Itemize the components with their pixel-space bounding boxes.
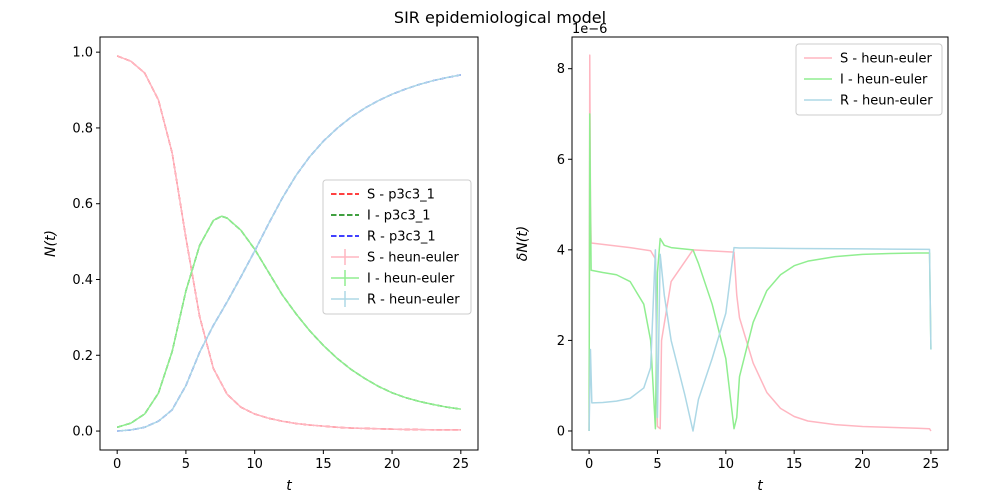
axes-frame bbox=[571, 36, 949, 451]
y-tick-label: 0.8 bbox=[72, 121, 93, 136]
legend-label-2: R - heun-euler bbox=[840, 94, 933, 109]
right-chart: 0 5 10 15 20 25 0 2 4 6 8 t δN(t) 1e−6 S - heun-euler I… bbox=[515, 22, 949, 494]
legend-label-0: S - p3c3_1 bbox=[367, 188, 435, 203]
series-line-3 bbox=[116, 55, 461, 431]
x-tick-label: 0 bbox=[585, 457, 593, 472]
x-tick-label: 0 bbox=[113, 457, 121, 472]
x-axis-label: t bbox=[286, 478, 292, 494]
legend-label-1: I - p3c3_1 bbox=[367, 209, 431, 224]
series-line-2 bbox=[588, 246, 932, 432]
plot-area bbox=[116, 55, 461, 432]
x-tick-label: 25 bbox=[453, 457, 470, 472]
y-tick-label: 8 bbox=[557, 62, 565, 77]
figure-title: SIR epidemiological model bbox=[394, 8, 606, 27]
x-tick-label: 20 bbox=[384, 457, 401, 472]
y-offset-text: 1e−6 bbox=[572, 22, 607, 37]
x-tick-label: 15 bbox=[315, 457, 332, 472]
legend-label-4: I - heun-euler bbox=[367, 272, 455, 287]
series-line-4 bbox=[116, 215, 461, 428]
y-tick-label: 0 bbox=[557, 424, 565, 439]
x-tick-label: 15 bbox=[786, 457, 803, 472]
legend-label-1: I - heun-euler bbox=[840, 73, 928, 88]
plot-area bbox=[588, 54, 932, 432]
x-tick-label: 10 bbox=[718, 457, 735, 472]
legend-label-2: R - p3c3_1 bbox=[367, 230, 436, 245]
axes-frame bbox=[99, 36, 479, 451]
legend-label-5: R - heun-euler bbox=[367, 293, 460, 308]
legend: S - p3c3_1 I - p3c3_1 R - p3c3_1 S - heun-e… bbox=[322, 179, 472, 315]
left-chart: 0 5 10 15 20 25 0.0 0.2 0.4 0.6 0.8 1.0 t N(t) S - p3c… bbox=[43, 36, 479, 494]
x-tick-label: 20 bbox=[854, 457, 871, 472]
y-tick-label: 0.2 bbox=[72, 349, 93, 364]
y-tick-label: 6 bbox=[557, 153, 565, 168]
series-line-5 bbox=[117, 74, 461, 432]
x-tick-label: 10 bbox=[246, 457, 263, 472]
legend-frame bbox=[795, 43, 943, 116]
legend-frame bbox=[322, 179, 472, 315]
y-tick-label: 2 bbox=[557, 334, 565, 349]
y-axis-label: δN(t) bbox=[515, 226, 531, 261]
y-tick-label: 0.4 bbox=[72, 273, 93, 288]
y-tick-label: 0.6 bbox=[72, 197, 93, 212]
series-line-1 bbox=[588, 113, 932, 431]
x-tick-label: 25 bbox=[923, 457, 940, 472]
y-tick-label: 4 bbox=[557, 243, 565, 258]
x-tick-label: 5 bbox=[653, 457, 661, 472]
x-tick-label: 5 bbox=[182, 457, 190, 472]
y-tick-label: 0.0 bbox=[72, 425, 93, 440]
legend-label-0: S - heun-euler bbox=[840, 52, 932, 67]
y-axis-label: N(t) bbox=[43, 230, 59, 257]
legend: S - heun-euler I - heun-euler R - heun-eul… bbox=[795, 43, 943, 116]
legend-label-3: S - heun-euler bbox=[367, 251, 459, 266]
y-tick-label: 1.0 bbox=[72, 46, 93, 61]
x-axis-label: t bbox=[757, 478, 763, 494]
